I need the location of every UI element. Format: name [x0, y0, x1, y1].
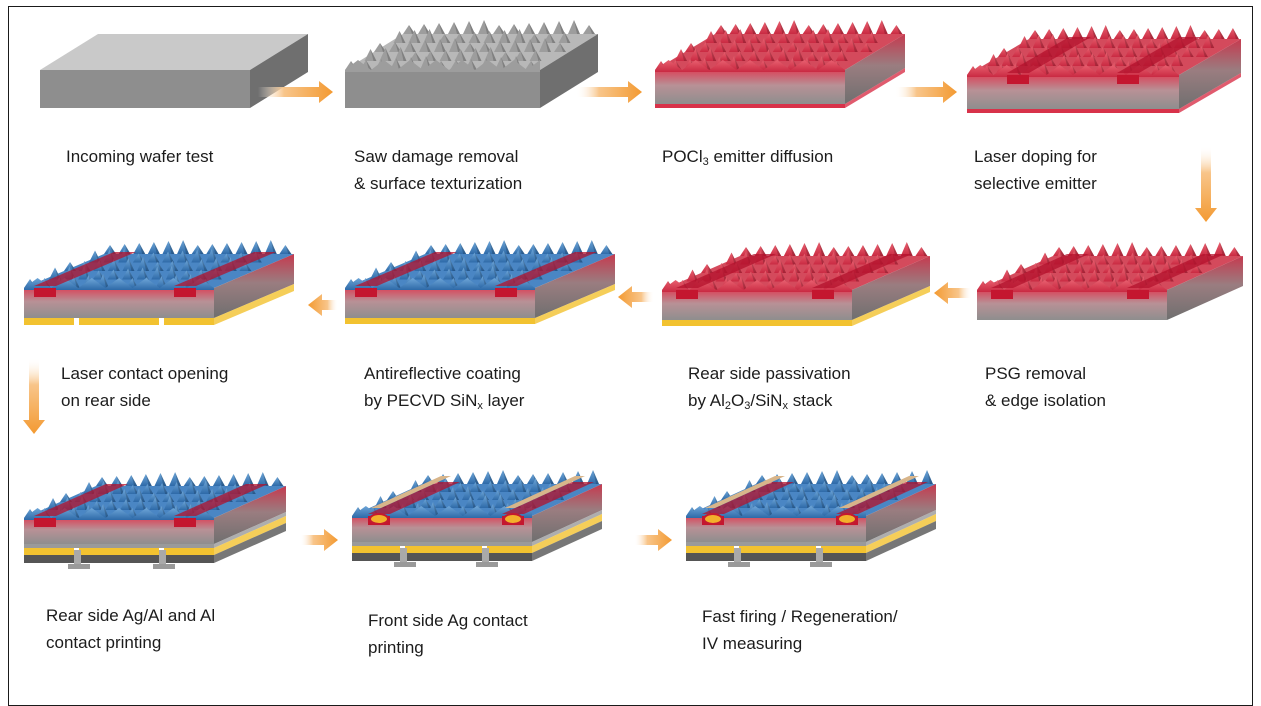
arrow-lco-to-rearprint — [23, 358, 45, 434]
arrow-incoming-to-saw — [258, 81, 333, 103]
label-rear-side-passivation: Rear side passivation by Al2O3/SiNx stac… — [688, 364, 851, 412]
wafer-emitter — [655, 20, 905, 108]
arrow-rearpass-to-arc — [618, 286, 654, 308]
arrow-arc-to-lco — [308, 294, 338, 316]
label-saw-damage-removal: Saw damage removal & surface texturizati… — [354, 147, 523, 193]
wafer-fast-firing — [686, 470, 936, 567]
arrow-pocl-to-laser — [895, 81, 957, 103]
label-psg-removal: PSG removal & edge isolation — [985, 364, 1106, 410]
wafer-textured — [345, 20, 598, 108]
label-antireflective-coating: Antireflective coating by PECVD SiNx lay… — [364, 364, 525, 412]
label-front-side-printing: Front side Ag contact printing — [368, 611, 528, 657]
wafer-lco — [24, 240, 294, 325]
label-pocl3-emitter-diffusion: POCl3 emitter diffusion — [662, 147, 834, 168]
label-fast-firing: Fast firing / Regeneration/ IV measuring — [702, 607, 898, 653]
arrow-frontprint-to-firing — [634, 529, 672, 551]
wafer-front-print — [352, 470, 602, 567]
wafer-rear-print — [24, 472, 286, 569]
label-laser-doping: Laser doping for selective emitter — [974, 147, 1097, 193]
arrow-psg-to-rearpass — [934, 282, 972, 304]
wafer-psg-removal — [977, 242, 1243, 320]
arrow-laser-to-psg — [1195, 146, 1217, 222]
arrow-saw-to-pocl — [576, 81, 642, 103]
wafer-rear-passivation — [662, 242, 930, 326]
wafer-arc — [345, 240, 615, 324]
process-flow-diagram — [23, 20, 1243, 569]
label-rear-side-printing: Rear side Ag/Al and Al contact printing — [46, 606, 216, 652]
arrow-rearprint-to-frontprint — [300, 529, 338, 551]
label-incoming-wafer-test: Incoming wafer test — [66, 147, 214, 166]
label-laser-contact-opening: Laser contact opening on rear side — [61, 364, 229, 410]
wafer-laser-doped — [967, 25, 1241, 113]
